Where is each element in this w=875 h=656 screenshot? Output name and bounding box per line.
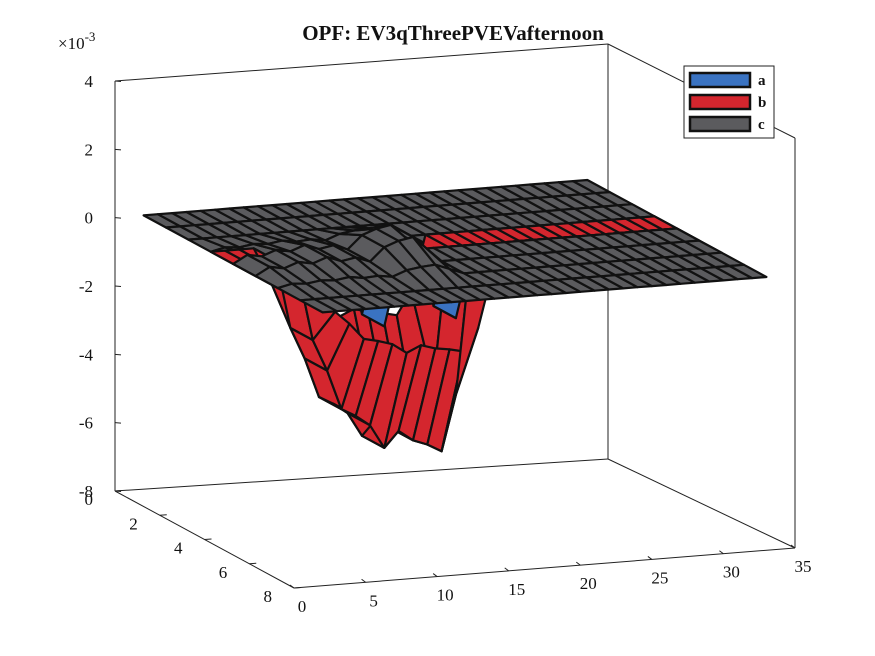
legend-swatch-c — [688, 115, 752, 133]
y-tick — [293, 587, 302, 589]
x-tick — [790, 544, 796, 549]
chart-title: OPF: EV3qThreePVEVafternoon — [302, 21, 604, 45]
legend: abc — [683, 65, 775, 139]
legend-label-c: c — [758, 117, 765, 133]
x-tick — [575, 561, 581, 566]
y-tick — [114, 490, 123, 492]
z-tick — [114, 353, 122, 356]
x-tick-label: 25 — [651, 568, 668, 587]
z-tick-label: 0 — [85, 209, 94, 228]
z-exponent-multiplier: ×10 — [58, 34, 85, 53]
y-tick — [159, 514, 167, 516]
legend-label-a: a — [758, 73, 766, 89]
x-tick-label: 5 — [369, 591, 378, 610]
x-tick — [289, 584, 295, 589]
z-tick — [114, 217, 122, 219]
x-tick-label: 10 — [437, 586, 454, 605]
z-tick — [114, 422, 122, 424]
y-tick-label: 8 — [264, 587, 273, 606]
legend-swatch-a — [688, 71, 752, 89]
z-tick-label: -8 — [79, 482, 93, 501]
z-tick-label: -4 — [79, 345, 94, 364]
x-tick-label: 0 — [298, 597, 307, 616]
y-tick — [249, 562, 257, 565]
z-tick — [114, 148, 122, 151]
y-tick-label: 0 — [85, 490, 94, 509]
z-tick-label: -2 — [79, 277, 93, 296]
legend-swatch-b — [688, 93, 752, 111]
x-tick — [432, 573, 438, 577]
x-tick-label: 20 — [580, 574, 597, 593]
z-exponent-power: -3 — [85, 29, 96, 44]
z-tick-label: 2 — [85, 140, 94, 159]
x-tick — [504, 567, 510, 572]
floor-right-edge — [607, 458, 796, 549]
z-tick-label: -6 — [79, 414, 93, 433]
y-tick-label: 6 — [219, 563, 228, 582]
back-bottom-edge — [114, 458, 609, 492]
x-tick — [361, 578, 366, 583]
legend-label-b: b — [758, 95, 766, 111]
back-top-edge — [114, 43, 609, 82]
z-tick — [114, 285, 122, 287]
floor-x-axis — [293, 547, 796, 589]
x-tick — [719, 550, 724, 555]
surface-c-front — [232, 223, 768, 314]
x-tick — [647, 556, 653, 560]
surface-c-cell — [728, 263, 768, 280]
z-tick — [114, 80, 122, 82]
x-tick-label: 15 — [508, 580, 525, 599]
x-tick-label: 35 — [795, 557, 812, 576]
z-tick-label: 4 — [85, 72, 94, 91]
z-exponent-label: ×10-3 — [58, 29, 95, 53]
y-tick-label: 2 — [129, 514, 138, 533]
y-tick-label: 4 — [174, 539, 183, 558]
y-tick — [204, 538, 212, 540]
x-tick-label: 30 — [723, 563, 740, 582]
